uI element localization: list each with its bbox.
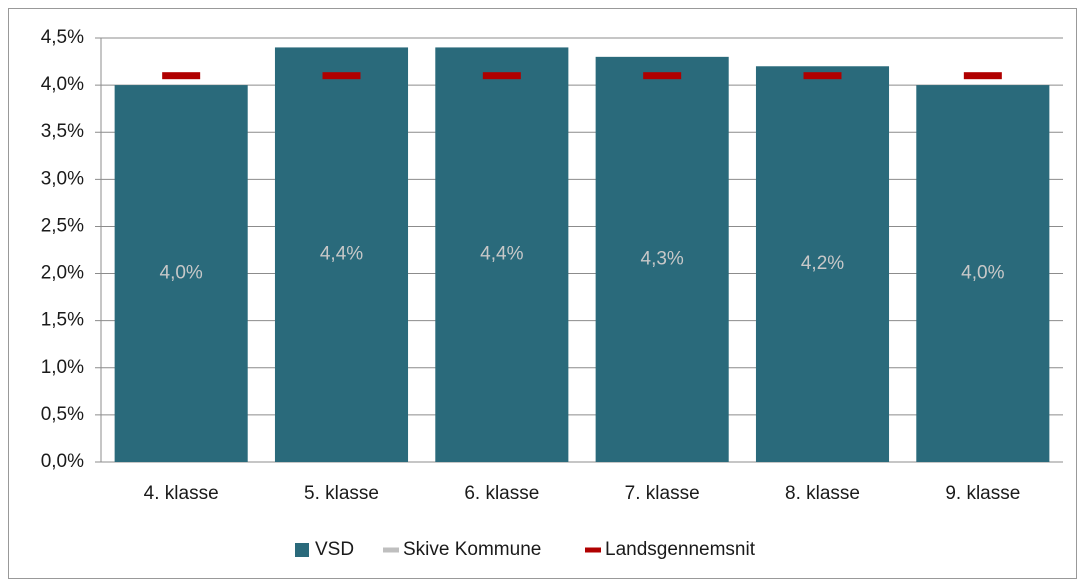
y-tick-label: 4,0% [41,74,84,95]
y-tick-label: 0,5% [41,404,84,425]
bar [755,66,890,463]
x-tick-label: 8. klasse [785,483,860,504]
bar [114,85,248,462]
legend-swatch [585,547,601,553]
x-tick-label: 4. klasse [144,483,219,504]
x-tick-label: 5. klasse [304,483,379,504]
data-label: 4,4% [320,244,363,265]
y-tick-label: 4,5% [41,27,84,48]
data-label: 4,4% [480,244,523,265]
bar [274,47,409,463]
bar [916,85,1050,462]
y-tick-label: 3,0% [41,168,84,189]
marker [482,72,521,80]
marker [162,72,201,80]
legend-label: Landsgennemsnit [605,539,756,560]
x-tick-label: 6. klasse [464,483,539,504]
x-tick-label: 9. klasse [945,483,1020,504]
bar [435,47,569,463]
bar [595,56,729,462]
y-tick-label: 2,5% [41,215,84,236]
data-label: 4,3% [641,248,684,269]
data-label: 4,0% [961,263,1004,284]
data-label: 4,2% [801,253,844,274]
marker [643,72,682,80]
legend-label: Skive Kommune [403,539,541,560]
legend-swatch [295,543,309,557]
y-tick-label: 1,0% [41,357,84,378]
y-tick-label: 2,0% [41,263,84,284]
legend-label: VSD [315,539,354,560]
legend-swatch [383,547,399,553]
y-tick-label: 1,5% [41,310,84,331]
marker [963,72,1002,80]
y-tick-label: 3,5% [41,121,84,142]
marker [322,72,361,80]
marker [803,72,842,80]
y-tick-label: 0,0% [41,451,84,472]
data-label: 4,0% [160,263,203,284]
x-tick-label: 7. klasse [625,483,700,504]
